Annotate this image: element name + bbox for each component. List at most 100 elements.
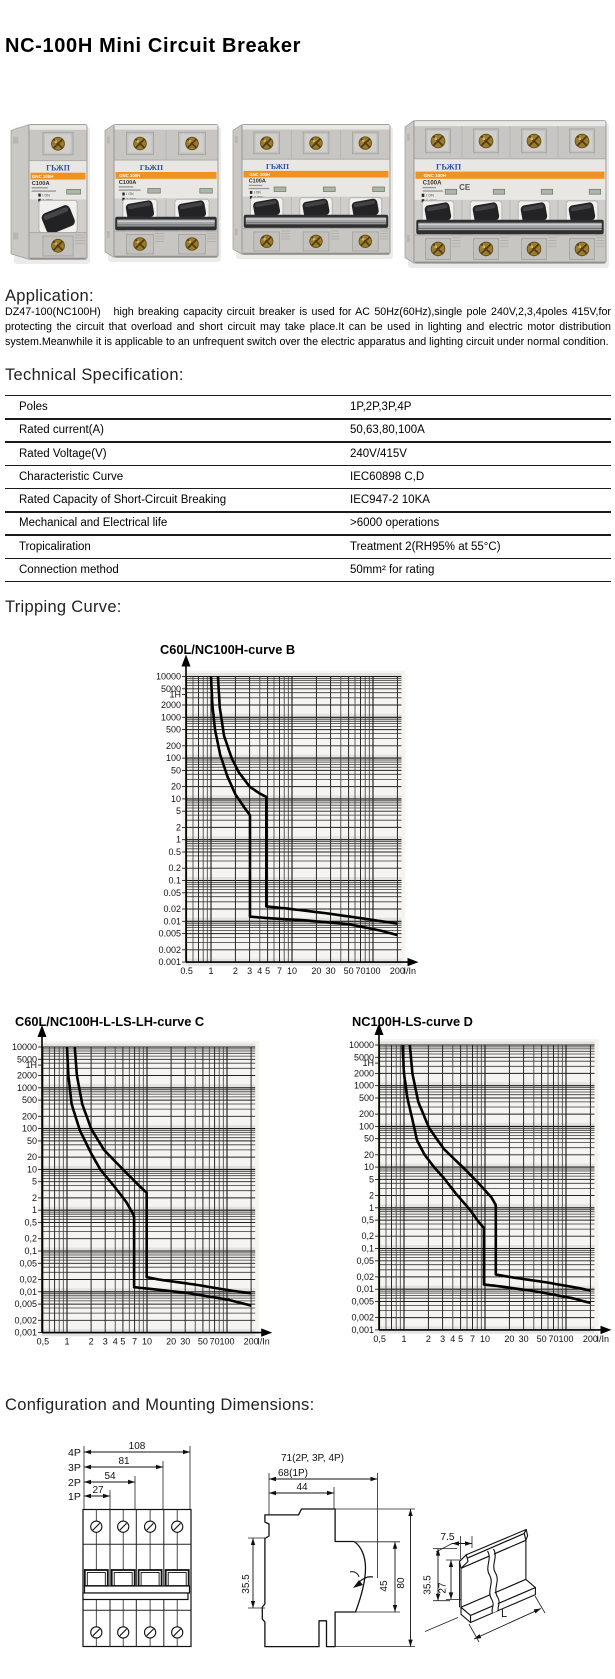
svg-text:3: 3 (103, 1337, 108, 1347)
svg-text:0.02: 0.02 (163, 904, 181, 914)
svg-text:1P: 1P (68, 1491, 81, 1503)
svg-text:100: 100 (365, 966, 380, 976)
svg-text:2000: 2000 (354, 1068, 374, 1078)
svg-text:I ON: I ON (126, 192, 134, 196)
svg-text:2: 2 (176, 822, 181, 832)
svg-text:1000: 1000 (354, 1081, 374, 1091)
svg-text:0,002: 0,002 (14, 1315, 37, 1325)
svg-text:2: 2 (426, 1334, 431, 1344)
svg-text:81: 81 (118, 1456, 130, 1467)
svg-text:0.01: 0.01 (163, 916, 181, 926)
svg-text:1: 1 (369, 1203, 374, 1213)
svg-text:0,02: 0,02 (19, 1275, 37, 1285)
svg-text:C100A: C100A (32, 181, 51, 187)
svg-text:5000: 5000 (354, 1052, 374, 1062)
svg-text:20: 20 (166, 1337, 176, 1347)
svg-text:108: 108 (129, 1441, 146, 1452)
svg-text:0,002: 0,002 (351, 1313, 374, 1323)
svg-text:50: 50 (171, 765, 181, 775)
svg-text:10: 10 (171, 794, 181, 804)
svg-text:5000: 5000 (17, 1054, 37, 1064)
svg-text:7: 7 (132, 1337, 137, 1347)
svg-text:C60L/NC100H-curve B: C60L/NC100H-curve B (160, 642, 295, 657)
svg-text:1: 1 (176, 835, 181, 845)
svg-text:0.002: 0.002 (158, 945, 181, 955)
svg-text:50: 50 (364, 1134, 374, 1144)
svg-text:100: 100 (558, 1334, 573, 1344)
svg-text:2: 2 (32, 1193, 37, 1203)
svg-text:50: 50 (198, 1337, 208, 1347)
svg-text:0,05: 0,05 (356, 1256, 374, 1266)
svg-text:200: 200 (359, 1109, 374, 1119)
svg-text:0,001: 0,001 (14, 1328, 37, 1338)
svg-text:10000: 10000 (12, 1042, 37, 1052)
svg-text:54: 54 (104, 1471, 116, 1482)
svg-text:GNC 100H: GNC 100H (424, 173, 447, 178)
svg-text:4: 4 (113, 1337, 118, 1347)
svg-text:1H: 1H (25, 1060, 37, 1070)
svg-text:30: 30 (180, 1337, 190, 1347)
svg-text:100: 100 (22, 1124, 37, 1134)
svg-text:0.05: 0.05 (163, 888, 181, 898)
svg-text:35.5: 35.5 (241, 1574, 252, 1594)
svg-text:0,01: 0,01 (356, 1284, 374, 1294)
svg-text:71(2P, 3P, 4P): 71(2P, 3P, 4P) (281, 1453, 344, 1464)
svg-text:3: 3 (440, 1334, 445, 1344)
svg-text:GNC 100H: GNC 100H (119, 173, 140, 178)
svg-text:ГЬЖП: ГЬЖП (140, 163, 163, 172)
svg-text:68(1P): 68(1P) (278, 1468, 308, 1479)
svg-text:C100A: C100A (119, 180, 137, 186)
svg-text:30: 30 (519, 1334, 529, 1344)
svg-text:0,5: 0,5 (24, 1218, 37, 1228)
svg-text:10: 10 (142, 1337, 152, 1347)
svg-text:20: 20 (364, 1150, 374, 1160)
svg-text:GNC 100H: GNC 100H (32, 174, 53, 179)
svg-text:0,1: 0,1 (24, 1246, 37, 1256)
svg-text:1: 1 (32, 1205, 37, 1215)
svg-text:200: 200 (390, 966, 405, 976)
svg-text:20: 20 (311, 966, 321, 976)
svg-text:27: 27 (438, 1582, 449, 1594)
svg-text:0.5: 0.5 (168, 847, 181, 857)
svg-text:500: 500 (166, 725, 181, 735)
svg-text:10000: 10000 (349, 1040, 374, 1050)
svg-text:10: 10 (27, 1164, 37, 1174)
svg-text:5: 5 (32, 1177, 37, 1187)
svg-text:0,5: 0,5 (373, 1334, 386, 1344)
svg-text:I/In: I/In (404, 966, 417, 976)
svg-text:0,001: 0,001 (351, 1325, 374, 1335)
svg-text:80: 80 (396, 1577, 407, 1589)
svg-text:0,01: 0,01 (19, 1287, 37, 1297)
svg-text:10000: 10000 (156, 672, 181, 682)
svg-text:1H: 1H (169, 690, 181, 700)
svg-text:GNC 100H: GNC 100H (249, 172, 269, 177)
svg-text:2: 2 (233, 966, 238, 976)
svg-text:0,5: 0,5 (361, 1215, 374, 1225)
svg-text:L: L (501, 1608, 507, 1620)
svg-text:70: 70 (210, 1337, 220, 1347)
svg-text:2000: 2000 (161, 700, 181, 710)
svg-text:3P: 3P (68, 1462, 81, 1474)
svg-text:30: 30 (326, 966, 336, 976)
svg-text:2: 2 (89, 1337, 94, 1347)
svg-text:0,1: 0,1 (361, 1244, 374, 1254)
svg-text:0.001: 0.001 (158, 957, 181, 967)
svg-text:5: 5 (369, 1174, 374, 1184)
svg-text:500: 500 (359, 1093, 374, 1103)
svg-text:I ON: I ON (426, 194, 434, 198)
svg-text:5: 5 (458, 1334, 463, 1344)
svg-text:I/In: I/In (597, 1334, 610, 1344)
svg-text:I ON: I ON (254, 191, 262, 195)
svg-text:0,05: 0,05 (19, 1258, 37, 1268)
svg-text:5: 5 (120, 1337, 125, 1347)
svg-text:0,2: 0,2 (24, 1234, 37, 1244)
svg-text:0.5: 0.5 (180, 966, 193, 976)
svg-text:CE: CE (459, 183, 471, 192)
svg-text:0.1: 0.1 (168, 876, 181, 886)
svg-text:200: 200 (244, 1337, 259, 1347)
svg-text:0.005: 0.005 (158, 929, 181, 939)
svg-text:100: 100 (359, 1121, 374, 1131)
svg-text:45: 45 (379, 1580, 390, 1592)
svg-text:10: 10 (480, 1334, 490, 1344)
svg-text:1: 1 (401, 1334, 406, 1344)
